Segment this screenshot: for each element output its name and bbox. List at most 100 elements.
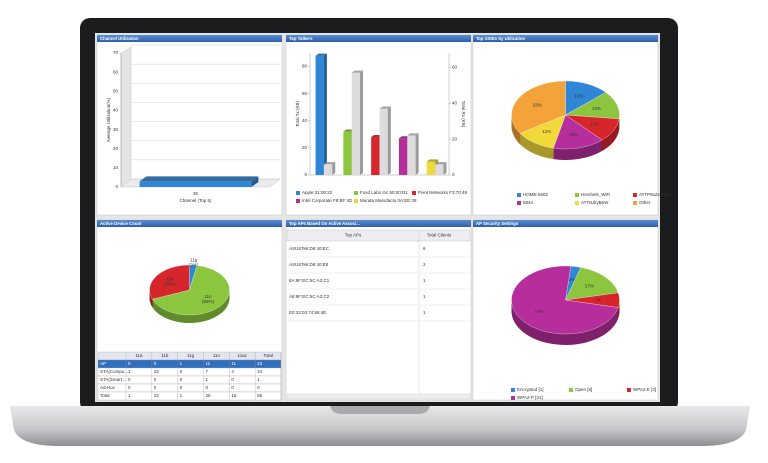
column-header: 11ac [238,353,248,358]
row-label: STA(Smart... [100,377,126,382]
bar-top [315,53,327,56]
table-cell: E0:22:03:74:86:4E [289,310,326,315]
y-tick-label: 20 [302,145,308,150]
legend-label: ATTsUkyBeW [581,200,609,205]
legend-swatch [511,396,515,400]
bar [407,135,416,175]
slice-label: 11% [590,121,599,126]
slice-label: 13% [574,94,583,99]
table-row [97,359,282,369]
table-cell: 23 [257,361,263,366]
y-axis-label: Total Tx (KB) [295,101,300,127]
table-row [97,391,282,401]
table-cell: 7 [206,369,209,374]
bar [426,161,436,175]
pie-slice [149,264,190,300]
pie-slice [553,114,603,150]
y-tick-label: 70 [113,50,119,55]
legend-swatch [633,201,637,205]
table-cell: 0 [257,385,260,390]
panel-title: AP Security Settings [476,221,519,226]
panel-header [473,35,658,42]
table-cell: 8A:9F:EC:5C:A2:C1 [289,278,330,283]
panel-header [97,220,282,227]
slice-category: 11b [166,276,174,281]
row-label: Ad-Hoc [100,385,116,390]
column-header: Total [263,353,273,358]
y-tick-label: 60 [302,91,308,96]
bar [343,131,352,175]
bar-side [387,106,391,175]
table-cell: 15 [231,393,237,398]
bar [398,138,408,175]
legend-swatch [575,193,579,197]
panel-title: Channel Utilization [100,36,139,41]
pie-slice [152,265,230,316]
pie-slice [511,265,619,335]
legend-label: Hershels_WiFi [581,192,610,197]
column-header: 11n [213,353,221,358]
legend-label: Open [8] [575,387,592,392]
bar-side [443,162,447,175]
legend-swatch [412,191,416,195]
legend-label: WPA2-E [3] [633,387,656,392]
slice-label: (3%) [189,262,199,267]
y2-axis-label: Total Rx (KB) [461,101,466,128]
panel-header [97,35,282,42]
legend-label: Apple 31:00:22 [302,190,333,195]
bar-side [332,162,336,175]
bar [379,108,388,175]
table-cell: 1 [206,377,209,382]
bar [315,55,324,175]
panel [285,34,472,216]
bar-top [139,176,259,182]
panel [285,219,472,401]
table-cell: 0 [128,385,131,390]
table-cell: 22 [154,369,160,374]
lid-notch [330,406,430,414]
bar [351,72,361,175]
table-cell: 0 [154,361,157,366]
legend-label: Other [639,200,651,205]
bar-side [251,176,259,187]
column-header: Top APs [345,233,362,238]
laptop-base [10,406,750,446]
pie-slice [511,80,566,134]
table-cell: 1 [180,361,183,366]
slice-category: 11g [190,257,198,262]
table-header [286,229,471,242]
table-cell: 1 [128,393,131,398]
legend-swatch [511,388,515,392]
bar [139,181,252,187]
scrollbar [286,393,471,400]
back-wall [120,46,132,188]
panel-title: Active Device Count [100,221,142,226]
slice-label: 15% [569,132,578,137]
y-tick-label: 40 [113,108,119,113]
y-tick-label: 80 [302,64,308,69]
table-cell: 0 [180,377,183,382]
bar-top [379,106,391,109]
legend-label: Murata Manufactu 0A:EE:28 [360,198,417,203]
slice-label: 73% [535,309,544,314]
panel-header [286,35,471,42]
table-cell: 1 [423,294,426,299]
legend-swatch [296,199,300,203]
table-cell: 0 [154,385,157,390]
table-cell: 0 [154,377,157,382]
dashboard: Channel Utilization Top Talkers Top SSIDs … [96,34,670,401]
legend-label: Foxd Labs Inc 50:00:D1 [360,190,408,195]
table-cell: 65 [257,393,263,398]
table-cell: 26 [206,393,212,398]
legend-swatch [633,193,637,197]
y-tick-label: 50 [113,88,119,93]
panel-header [473,220,658,227]
y2-tick-label: 20 [452,136,458,141]
y2-tick-label: 40 [452,100,458,105]
table-cell: 0 [128,361,131,366]
y2-tick-label: 0 [452,172,455,177]
table-cell: 11 [231,361,236,366]
legend-swatch [569,388,573,392]
row-label: STA(Compu... [100,369,128,374]
